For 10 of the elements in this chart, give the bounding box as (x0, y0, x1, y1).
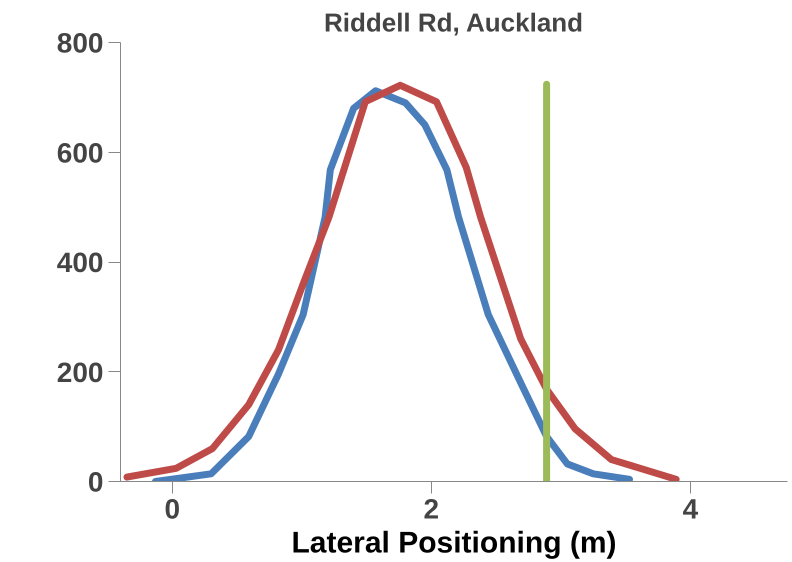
y-tick-label: 600 (56, 137, 104, 168)
chart-title: Riddell Rd, Auckland (324, 8, 584, 38)
x-tick-label: 4 (682, 494, 699, 524)
y-tick-label: 400 (56, 247, 104, 278)
x-tick-label: 2 (424, 494, 440, 524)
y-tick-label: 800 (56, 28, 104, 58)
x-tick-label: 0 (164, 494, 180, 524)
y-tick-label: 0 (88, 466, 104, 498)
y-tick-label: 200 (56, 356, 104, 388)
x-axis-title: Lateral Positioning (m) (291, 526, 617, 560)
